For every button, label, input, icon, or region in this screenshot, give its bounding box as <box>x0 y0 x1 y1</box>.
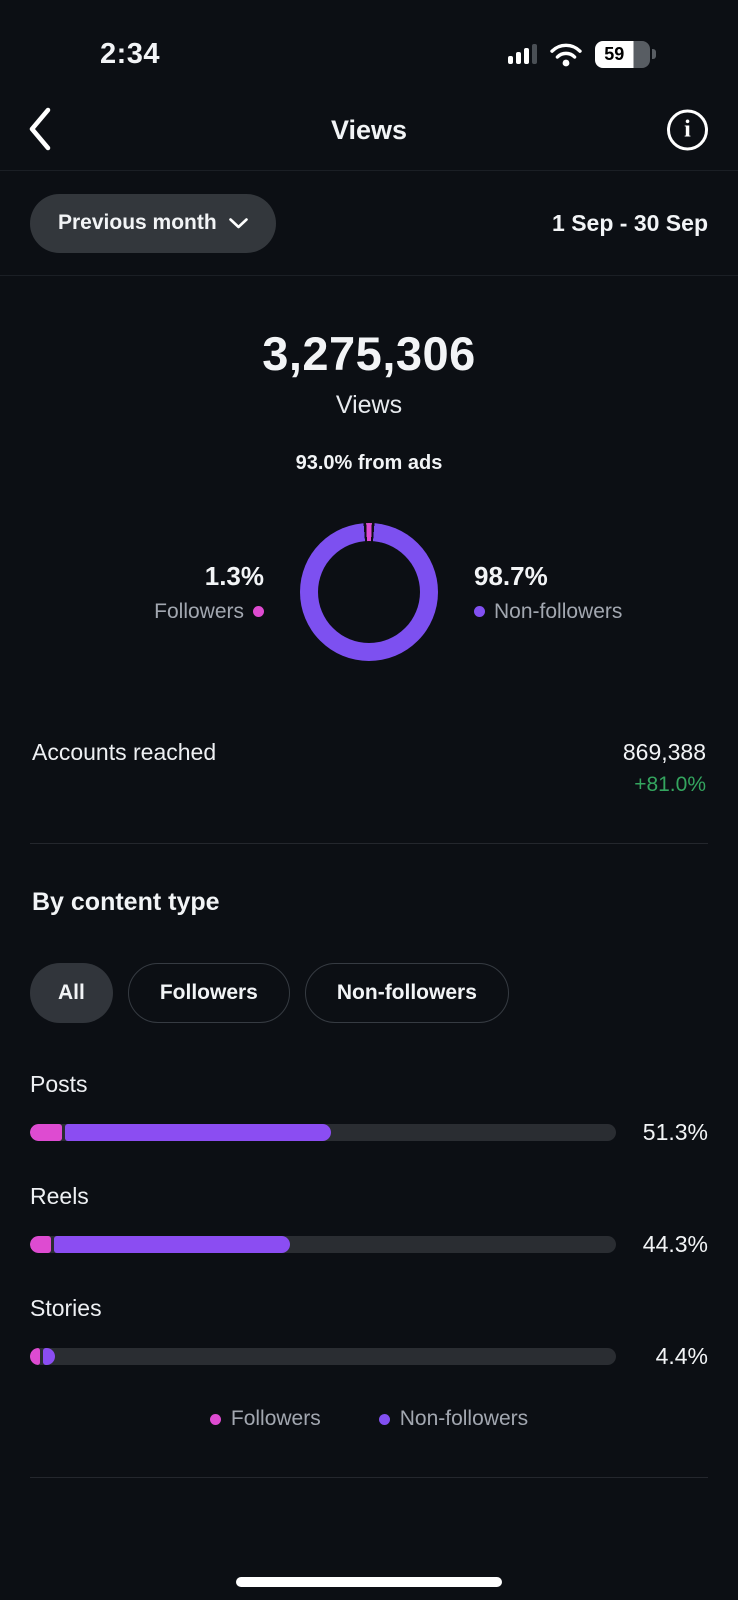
bar-followers-segment <box>30 1236 51 1253</box>
bar-nonfollowers-segment <box>42 1348 56 1365</box>
bar-row-posts: Posts 51.3% <box>30 1071 708 1146</box>
non-followers-split: 98.7% Non-followers <box>474 561 652 624</box>
non-followers-percentage: 98.7% <box>474 560 548 591</box>
bar-track <box>30 1124 616 1141</box>
info-button[interactable]: i <box>667 109 708 151</box>
total-views-value: 3,275,306 <box>262 327 476 380</box>
status-icons: 59 <box>508 40 656 68</box>
date-range: 1 Sep - 30 Sep <box>552 209 708 236</box>
bar-legend: Followers Non-followers <box>0 1407 738 1431</box>
bar-nonfollowers-segment <box>53 1236 290 1253</box>
page-title: Views <box>330 114 408 145</box>
total-views-label: Views <box>335 391 403 419</box>
legend-non-followers-label: Non-followers <box>399 1407 529 1430</box>
followers-split: 1.3% Followers <box>86 561 264 624</box>
divider <box>30 843 708 844</box>
non-followers-label: Non-followers <box>494 599 623 623</box>
accounts-reached-value: 869,388 <box>622 739 706 765</box>
status-bar: 2:34 59 <box>0 0 738 90</box>
battery-percent: 59 <box>604 43 625 64</box>
filter-followers-button[interactable]: Followers <box>127 963 290 1023</box>
views-summary: 3,275,306 Views 93.0% from ads <box>0 326 738 475</box>
audience-split-chart: 1.3% Followers 98.7% Non-followers <box>0 523 738 661</box>
followers-percentage: 1.3% <box>204 560 264 591</box>
chevron-left-icon <box>27 106 53 155</box>
bar-row-reels: Reels 44.3% <box>30 1183 708 1258</box>
bar-followers-segment <box>30 1348 40 1365</box>
info-icon: i <box>684 116 691 142</box>
legend-followers-dot-icon <box>209 1413 221 1425</box>
bar-value: 44.3% <box>642 1231 708 1257</box>
filter-all-button[interactable]: All <box>30 963 113 1023</box>
filter-bar: Previous month 1 Sep - 30 Sep <box>0 171 738 275</box>
legend-followers-label: Followers <box>230 1407 321 1430</box>
bar-track <box>30 1236 616 1253</box>
bar-value: 51.3% <box>642 1119 708 1145</box>
header: Views i <box>0 90 738 170</box>
accounts-reached-label: Accounts reached <box>32 739 217 765</box>
accounts-reached-row: Accounts reached 869,388 +81.0% <box>0 739 738 797</box>
non-followers-dot-icon <box>474 606 485 617</box>
battery-icon: 59 <box>595 40 656 68</box>
bar-label: Reels <box>30 1183 89 1209</box>
bar-track <box>30 1348 616 1365</box>
followers-label: Followers <box>154 599 244 623</box>
home-indicator[interactable] <box>236 1577 502 1587</box>
back-button[interactable] <box>20 104 60 156</box>
divider <box>30 1477 708 1478</box>
accounts-reached-change: +81.0% <box>634 773 706 796</box>
divider <box>0 275 738 276</box>
donut-hole <box>318 541 420 643</box>
bar-nonfollowers-segment <box>65 1124 331 1141</box>
clock: 2:34 <box>100 37 161 70</box>
ads-share-note: 93.0% from ads <box>295 452 443 474</box>
bar-row-stories: Stories 4.4% <box>30 1295 708 1370</box>
bar-followers-segment <box>30 1124 63 1141</box>
divider <box>0 170 738 171</box>
content-type-bars: Posts 51.3% Reels 44.3% Stories 4.4% <box>30 1071 708 1370</box>
period-selector-button[interactable]: Previous month <box>30 193 276 253</box>
bar-label: Stories <box>30 1295 102 1321</box>
followers-dot-icon <box>253 606 264 617</box>
cellular-signal-icon <box>508 44 537 64</box>
section-title: By content type <box>32 888 220 916</box>
wifi-icon <box>549 42 583 67</box>
bar-label: Posts <box>30 1071 88 1097</box>
donut-chart <box>300 523 438 661</box>
legend-non-followers-dot-icon <box>378 1413 390 1425</box>
content-filter-row: All Followers Non-followers <box>30 963 708 1023</box>
chevron-down-icon <box>228 211 248 235</box>
bar-value: 4.4% <box>655 1343 708 1369</box>
filter-non-followers-button[interactable]: Non-followers <box>304 963 509 1023</box>
period-selector-label: Previous month <box>58 211 217 234</box>
